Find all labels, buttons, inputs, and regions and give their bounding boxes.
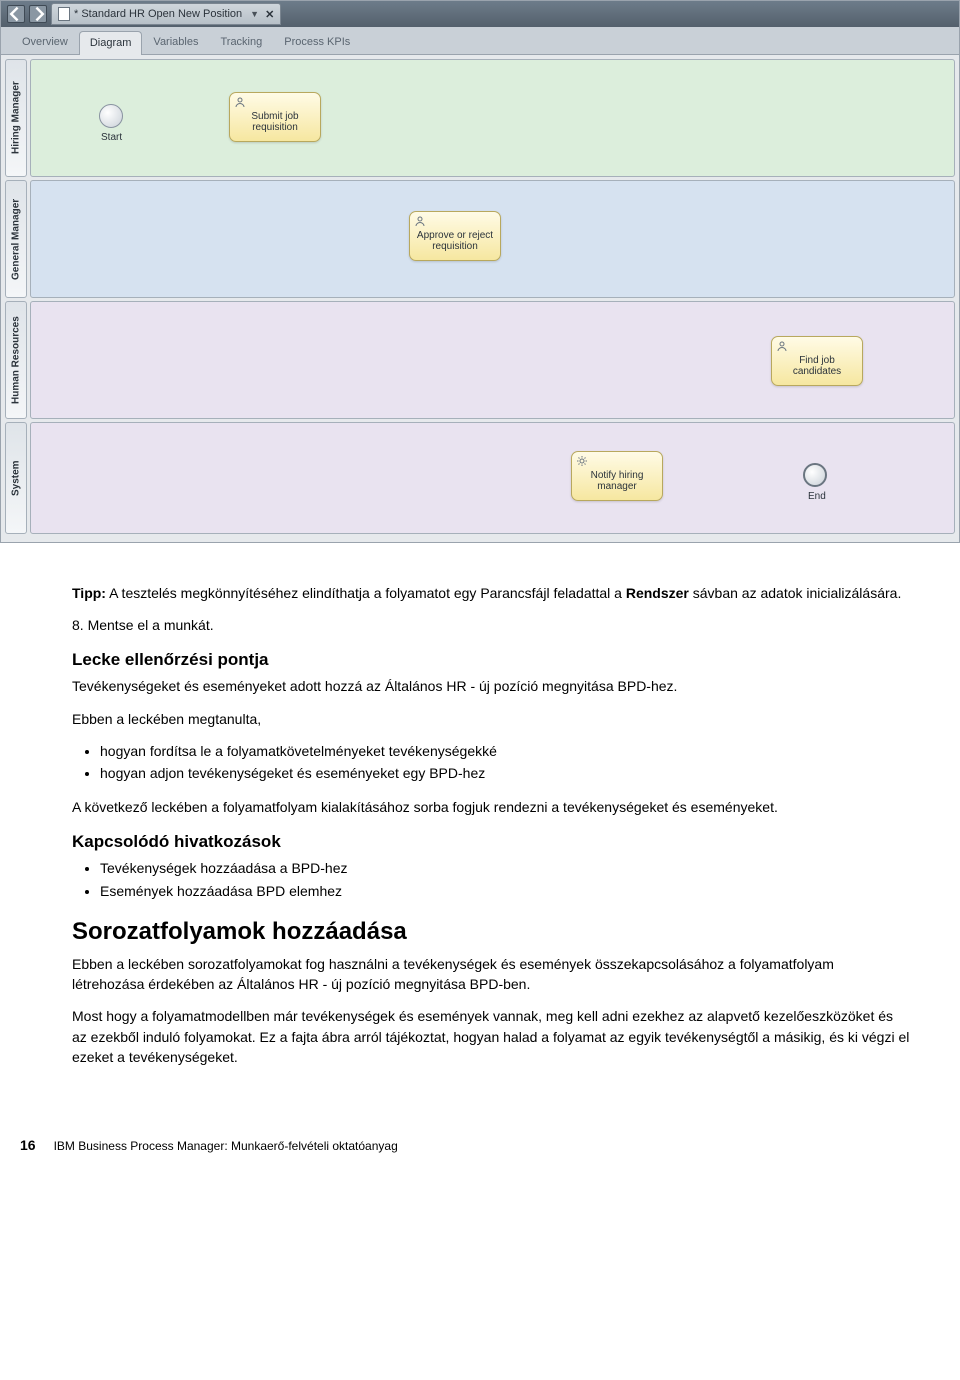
step-8: 8. Mentse el a munkát. [72,615,910,635]
list-item: Események hozzáadása BPD elemhez [100,881,910,901]
tip-text-a: A tesztelés megkönnyítéséhez elindíthatj… [109,585,626,601]
lane-headers: Hiring Manager General Manager Human Res… [5,59,27,534]
editor-titlebar: * Standard HR Open New Position ▼ ✕ [1,1,959,27]
tab-close-icon[interactable]: ✕ [263,8,274,21]
end-event-label: End [808,491,826,502]
list-item: Tevékenységek hozzáadása a BPD-hez [100,858,910,878]
lane-header-hiring-manager[interactable]: Hiring Manager [5,59,27,177]
task-find-candidates[interactable]: Find job candidates [771,336,863,386]
document-icon [58,7,70,21]
lane-system[interactable]: Notify hiring manager End [30,422,955,534]
footer-text: IBM Business Process Manager: Munkaerő-f… [54,1139,398,1153]
task-label: Approve or reject requisition [417,230,493,252]
lane-hiring-manager[interactable]: Start Submit job requisition [30,59,955,177]
next-lesson-text: A következő leckében a folyamatfolyam ki… [72,797,910,817]
lane-header-human-resources[interactable]: Human Resources [5,301,27,419]
checkpoint-text: Tevékenységeket és eseményeket adott hoz… [72,676,910,696]
related-list: Tevékenységek hozzáadása a BPD-hez Esemé… [100,858,910,901]
lane-human-resources[interactable]: Find job candidates [30,301,955,419]
document-body: Tipp: A tesztelés megkönnyítéséhez elind… [0,583,960,1109]
bpmn-editor-window: * Standard HR Open New Position ▼ ✕ Over… [0,0,960,543]
end-event[interactable] [803,463,827,487]
tab-diagram[interactable]: Diagram [79,31,143,55]
document-title: * Standard HR Open New Position [74,8,242,20]
tab-tracking[interactable]: Tracking [209,30,273,54]
lanes-container: Start Submit job requisition Approve or … [30,59,955,534]
diagram-canvas: Hiring Manager General Manager Human Res… [1,55,959,542]
heading-checkpoint: Lecke ellenőrzési pontja [72,648,910,673]
document-tab[interactable]: * Standard HR Open New Position ▼ ✕ [51,3,281,25]
task-label: Notify hiring manager [591,470,644,492]
user-task-icon [234,96,246,108]
tab-dropdown-icon[interactable]: ▼ [246,9,259,19]
task-submit-requisition[interactable]: Submit job requisition [229,92,321,142]
lane-header-general-manager[interactable]: General Manager [5,180,27,298]
tab-process-kpis[interactable]: Process KPIs [273,30,361,54]
task-label: Submit job requisition [251,111,298,133]
start-event[interactable] [99,104,123,128]
task-label: Find job candidates [793,355,841,377]
tip-bold: Rendszer [626,585,689,601]
task-approve-reject[interactable]: Approve or reject requisition [409,211,501,261]
tip-text-b: sávban az adatok inicializálására. [689,585,901,601]
lane-general-manager[interactable]: Approve or reject requisition [30,180,955,298]
page-number: 16 [20,1137,36,1153]
page-footer: 16 IBM Business Process Manager: Munkaer… [0,1109,960,1163]
editor-tabs: Overview Diagram Variables Tracking Proc… [1,27,959,55]
list-item: hogyan fordítsa le a folyamatkövetelmény… [100,741,910,761]
learned-lead: Ebben a leckében megtanulta, [72,709,910,729]
start-event-label: Start [101,132,122,143]
heading-related: Kapcsolódó hivatkozások [72,830,910,855]
heading-sequence-flows: Sorozatfolyamok hozzáadása [72,915,910,950]
tab-variables[interactable]: Variables [142,30,209,54]
nav-back-button[interactable] [7,5,25,23]
tip-label: Tipp: [72,585,106,601]
list-item: hogyan adjon tevékenységeket és eseménye… [100,763,910,783]
seqflow-paragraph-2: Most hogy a folyamatmodellben már tevéke… [72,1006,910,1067]
tip-paragraph: Tipp: A tesztelés megkönnyítéséhez elind… [72,583,910,603]
user-task-icon [414,215,426,227]
seqflow-paragraph-1: Ebben a leckében sorozatfolyamokat fog h… [72,954,910,995]
learned-list: hogyan fordítsa le a folyamatkövetelmény… [100,741,910,784]
user-task-icon [776,340,788,352]
lane-header-system[interactable]: System [5,422,27,534]
system-task-icon [576,455,588,467]
task-notify-hiring-manager[interactable]: Notify hiring manager [571,451,663,501]
tab-overview[interactable]: Overview [11,30,79,54]
nav-forward-button[interactable] [29,5,47,23]
